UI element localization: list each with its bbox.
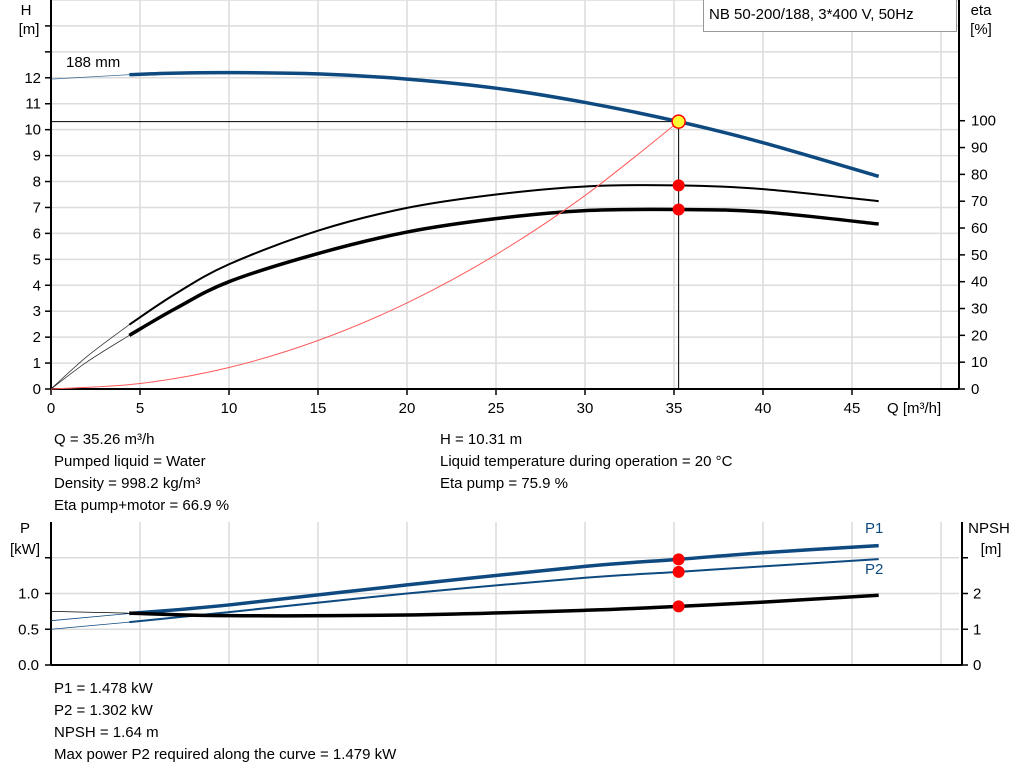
info-p1: P1 = 1.478 kW [54,680,153,697]
y-right-tick-label: 80 [971,166,988,183]
y-right-tick-label: 90 [971,140,988,157]
x-tick-label: 25 [488,400,505,417]
x-axis-label: Q [m³/h] [887,400,941,417]
eta_pump-extension [50,324,130,390]
system-curve [50,121,679,390]
y-tick-label: 4 [33,277,41,294]
info-bottom: P1 = 1.478 kW P2 = 1.302 kW NPSH = 1.64 … [54,678,396,766]
y-right-tick-label: 30 [971,301,988,318]
y-right-tick-label: 100 [971,113,996,130]
P2-extension [50,621,130,630]
y-tick-label: 12 [24,70,41,87]
info-eta-total: Eta pump+motor = 66.9 % [54,497,230,514]
info-npsh: NPSH = 1.64 m [54,724,159,741]
x-tick-label: 15 [310,400,327,417]
npsh-tick-label: 1 [973,621,981,638]
y-tick-label: 2 [33,329,41,346]
info-eta-pump: Eta pump = 75.9 % [440,475,568,492]
p-tick-label: 0.5 [18,621,39,638]
y-right-axis-label: eta [971,2,993,19]
duty-point-marker [671,114,686,129]
NPSH-extension [50,610,130,614]
P2-marker [672,565,685,578]
head-extension [50,74,130,80]
y-tick-label: 7 [33,199,41,216]
y-right-tick-label: 60 [971,220,988,237]
y-right-tick-label: 40 [971,274,988,291]
P1-marker [672,553,685,566]
npsh-tick-label: 0 [973,657,981,674]
x-tick-label: 30 [577,400,594,417]
info-liquid: Pumped liquid = Water [54,453,206,470]
info-p2: P2 = 1.302 kW [54,702,153,719]
y-right-tick-label: 20 [971,327,988,344]
info-top-right: H = 10.31 m Liquid temperature during op… [440,429,732,495]
impeller-label: 188 mm [66,54,120,71]
npsh-axis-label: NPSH [968,520,1010,537]
eta_pump-curve [128,184,879,326]
y-axis-label: H [21,2,32,19]
eta-total-marker [672,203,685,216]
info-flow: Q = 35.26 m³/h [54,431,155,448]
y-right-tick-label: 10 [971,354,988,371]
info-density: Density = 998.2 kg/m³ [54,475,201,492]
y-tick-label: 6 [33,225,41,242]
y-tick-label: 8 [33,174,41,191]
info-head: H = 10.31 m [440,431,523,448]
p-tick-label: 0.0 [18,657,39,674]
eta-pump-marker [672,179,685,192]
eta_total-curve [128,207,879,337]
info-top-left: Q = 35.26 m³/h Pumped liquid = Water Den… [54,429,229,517]
x-tick-label: 45 [844,400,861,417]
x-tick-label: 20 [399,400,416,417]
info-temperature: Liquid temperature during operation = 20… [440,453,733,470]
y-tick-label: 1 [33,355,41,372]
eta_total-extension [50,335,130,390]
y-tick-label: 9 [33,148,41,165]
info-max-power: Max power P2 required along the curve = … [54,746,397,763]
y-tick-label: 3 [33,303,41,320]
y-right-axis-unit: [%] [970,21,992,38]
y-tick-label: 0 [33,381,41,398]
head-curve [129,70,880,179]
x-tick-label: 5 [136,400,144,417]
y-tick-label: 10 [24,122,41,139]
P1-curve [129,543,879,616]
P1-extension [50,613,130,622]
y-right-tick-label: 70 [971,193,988,210]
NPSH-curve [129,593,879,618]
npsh-tick-label: 2 [973,586,981,603]
y-right-tick-label: 0 [971,381,979,398]
y-axis-unit: [m] [19,21,40,38]
x-tick-label: 40 [755,400,772,417]
P2-curve [129,558,879,624]
y-tick-label: 5 [33,251,41,268]
y-tick-label: 11 [25,96,41,113]
x-tick-label: 35 [666,400,683,417]
NPSH-marker [672,600,685,613]
p2-legend-label: P2 [865,561,883,578]
p-tick-label: 1.0 [18,586,39,603]
y-right-tick-label: 50 [971,247,988,264]
chart-title: NB 50-200/188, 3*400 V, 50Hz [703,0,957,32]
p1-legend-label: P1 [865,520,883,537]
x-tick-label: 0 [47,400,55,417]
npsh-axis-unit: [m] [981,541,1002,558]
p-axis-unit: [kW] [10,541,40,558]
p-axis-label: P [20,520,30,537]
x-tick-label: 10 [221,400,238,417]
